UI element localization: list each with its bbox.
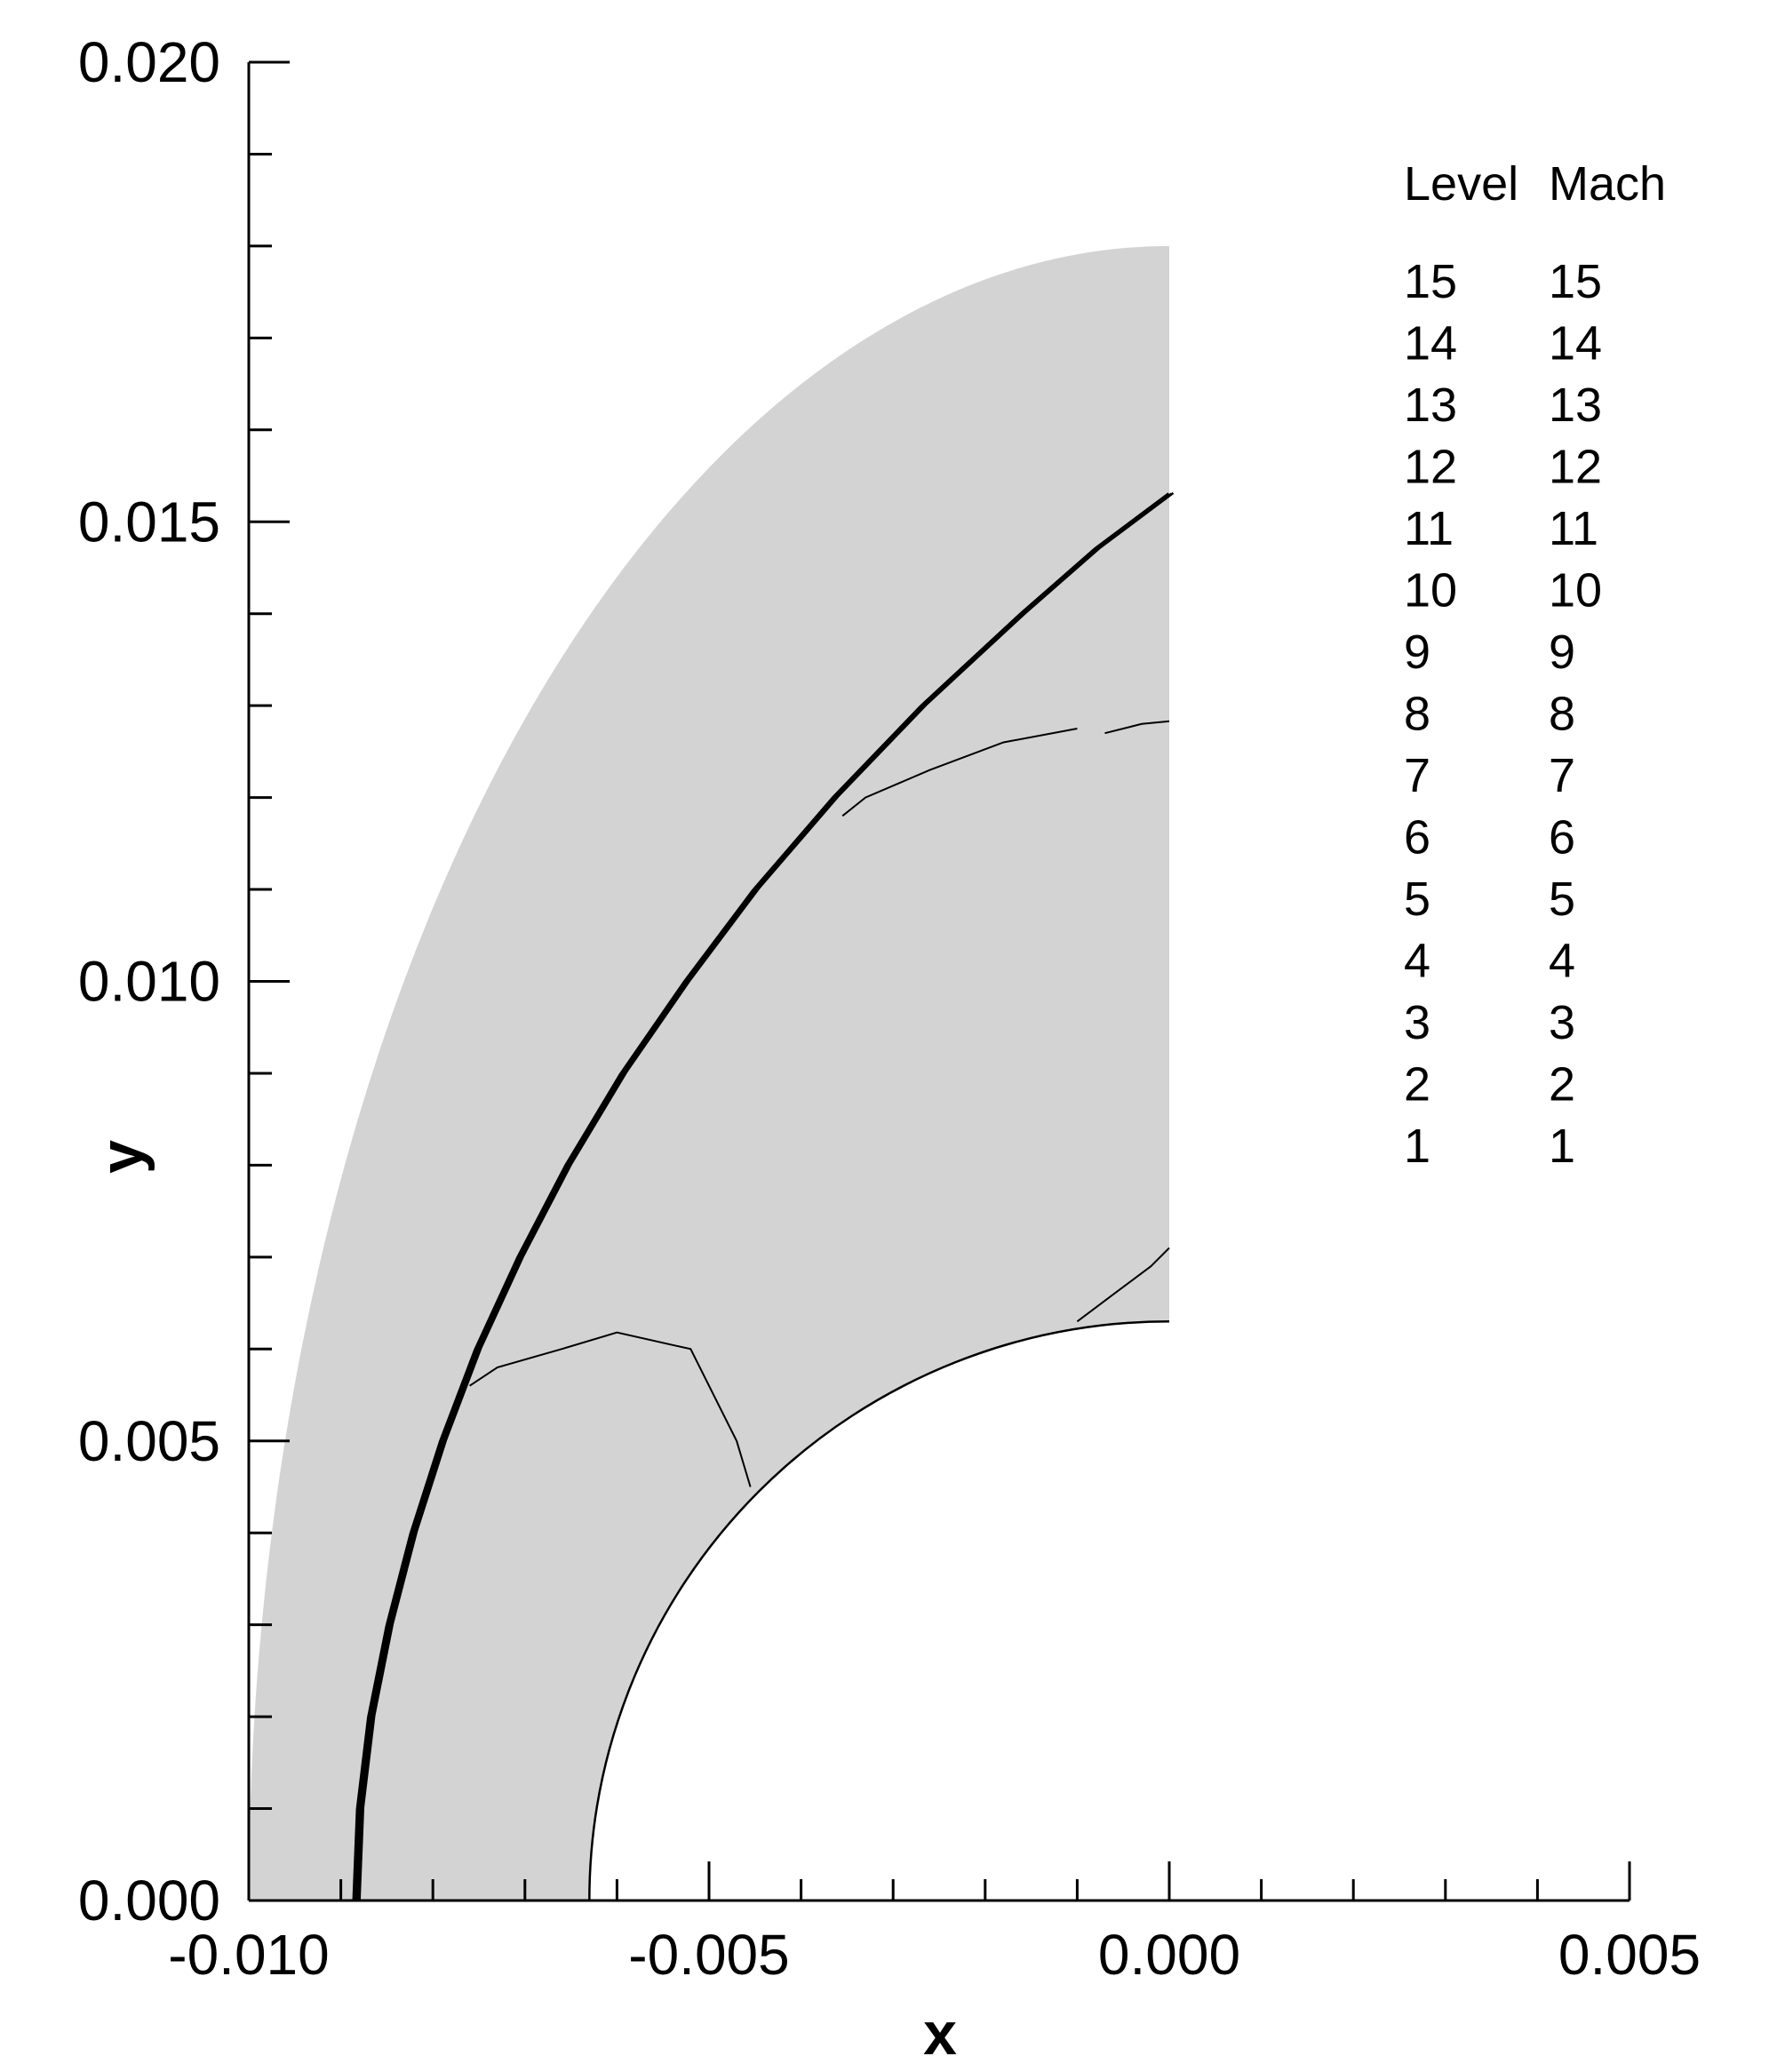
x-tick-label: -0.010 — [168, 1923, 329, 1987]
legend-level-value: 1 — [1404, 1120, 1430, 1173]
legend-level-value: 10 — [1404, 564, 1457, 618]
legend-mach-value: 5 — [1549, 873, 1575, 926]
legend-header-level: Level — [1404, 157, 1518, 211]
legend-level-value: 7 — [1404, 749, 1430, 802]
contour-lines — [352, 491, 1175, 1901]
flow-domain — [249, 245, 1170, 1901]
domain-fill — [249, 245, 1169, 1901]
x-tick-label: 0.005 — [1558, 1923, 1701, 1987]
legend-level-value: 14 — [1404, 317, 1457, 371]
legend-mach-value: 12 — [1549, 441, 1602, 494]
x-tick-label: 0.000 — [1098, 1923, 1240, 1987]
legend-level-value: 9 — [1404, 626, 1430, 679]
legend-mach-value: 2 — [1549, 1058, 1575, 1112]
legend-header-mach: Mach — [1549, 157, 1666, 211]
legend-level-value: 12 — [1404, 441, 1457, 494]
contour-line — [469, 1331, 752, 1487]
legend-mach-value: 15 — [1549, 255, 1602, 308]
y-tick-label: 0.010 — [78, 950, 220, 1014]
body-surface-curve — [588, 1320, 1170, 1901]
legend-mach-value: 4 — [1549, 935, 1575, 988]
contour-line — [1104, 720, 1170, 735]
legend-mach-value: 8 — [1549, 688, 1575, 741]
legend-level-value: 4 — [1404, 935, 1430, 988]
legend-level-value: 5 — [1404, 873, 1430, 926]
legend-level-value: 8 — [1404, 688, 1430, 741]
legend-level-value: 3 — [1404, 996, 1430, 1049]
legend-mach-value: 3 — [1549, 996, 1575, 1049]
x-axis-title: x — [923, 2000, 957, 2068]
x-tick-label: -0.005 — [628, 1923, 789, 1987]
y-tick-label: 0.020 — [78, 30, 220, 94]
legend-level-value: 11 — [1404, 502, 1454, 555]
legend-mach-value: 7 — [1549, 749, 1575, 802]
bow-shock-contour — [358, 491, 1175, 1900]
legend-level-value: 2 — [1404, 1058, 1430, 1112]
legend-mach-value: 1 — [1549, 1120, 1575, 1173]
legend-level-value: 6 — [1404, 811, 1430, 865]
legend-mach-value: 6 — [1549, 811, 1575, 865]
y-tick-label: 0.000 — [78, 1869, 220, 1933]
contour-line — [1076, 1247, 1170, 1323]
legend-mach-value: 13 — [1549, 379, 1602, 432]
legend-mach-value: 14 — [1549, 317, 1602, 371]
legend-level-value: 15 — [1404, 255, 1457, 308]
axes — [247, 60, 1631, 1902]
legend-mach-value: 10 — [1549, 564, 1602, 618]
contour-line — [841, 728, 1078, 817]
legend-mach-value: 9 — [1549, 626, 1575, 679]
y-axis-title: y — [88, 1140, 155, 1174]
legend-level-value: 13 — [1404, 379, 1457, 432]
y-tick-label: 0.015 — [78, 490, 220, 554]
x-tick-labels: -0.010 -0.005 0.000 0.005 — [168, 1923, 1701, 1987]
legend-mach-value: 11 — [1549, 502, 1598, 555]
y-tick-labels: 0.000 0.005 0.010 0.015 0.020 — [78, 30, 220, 1933]
y-tick-label: 0.005 — [78, 1409, 220, 1473]
